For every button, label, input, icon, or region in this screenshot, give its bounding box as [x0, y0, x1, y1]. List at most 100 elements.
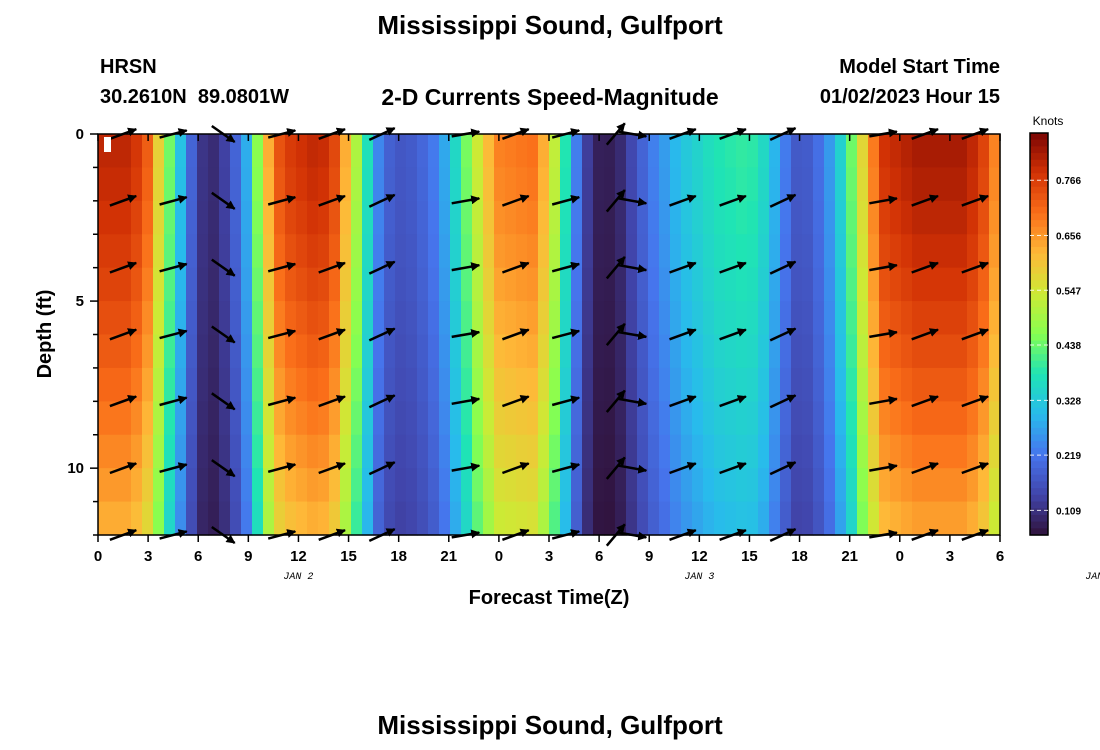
current-vector: [719, 461, 747, 475]
heatmap-cell: [648, 167, 660, 202]
heatmap-cell: [593, 267, 605, 302]
heatmap-cell: [670, 301, 682, 336]
colorbar-tick-label: 0.328: [1056, 396, 1081, 407]
heatmap-cell: [252, 134, 264, 169]
heatmap-cell: [351, 200, 363, 235]
heatmap-cell: [967, 200, 979, 235]
heatmap-cell: [384, 200, 396, 235]
heatmap-cell: [142, 234, 154, 269]
current-vector: [211, 459, 236, 478]
heatmap-cell: [153, 468, 165, 503]
heatmap-cell: [296, 401, 308, 436]
current-vector: [961, 461, 989, 475]
heatmap-cell: [417, 301, 429, 336]
heatmap-cell: [560, 401, 572, 436]
heatmap-cell: [483, 167, 495, 202]
heatmap-cell: [538, 434, 550, 469]
heatmap-cell: [857, 468, 869, 503]
heatmap-cell: [626, 367, 638, 402]
heatmap-cell: [186, 301, 198, 336]
heatmap-cell: [560, 501, 572, 536]
heatmap-cell: [813, 134, 825, 169]
heatmap-cell: [296, 234, 308, 269]
heatmap-cell: [296, 501, 308, 536]
heatmap-cell: [351, 401, 363, 436]
heatmap-cell: [109, 501, 121, 536]
heatmap-cell: [802, 434, 814, 469]
heatmap-cell: [219, 134, 231, 169]
heatmap-cell: [879, 468, 891, 503]
heatmap-cell: [780, 234, 792, 269]
model-start-label: Model Start Time: [839, 56, 1000, 78]
heatmap-cell: [571, 167, 583, 202]
heatmap-cell: [373, 200, 385, 235]
heatmap-cell: [142, 501, 154, 536]
heatmap-cell: [131, 167, 143, 202]
heatmap-cell: [890, 167, 902, 202]
heatmap-cell: [527, 234, 539, 269]
heatmap-cell: [780, 301, 792, 336]
heatmap-cell: [626, 167, 638, 202]
heatmap-cell: [681, 167, 693, 202]
colorbar-segment: [1030, 146, 1048, 154]
heatmap-cell: [109, 367, 121, 402]
heatmap-cell: [835, 167, 847, 202]
heatmap-cell: [439, 401, 451, 436]
heatmap-cell: [901, 501, 913, 536]
heatmap-cell: [967, 334, 979, 369]
heatmap-cell: [967, 434, 979, 469]
heatmap-cell: [384, 334, 396, 369]
heatmap-cell: [989, 501, 1001, 536]
heatmap-cell: [593, 334, 605, 369]
heatmap-cell: [769, 134, 781, 169]
heatmap-cell: [219, 167, 231, 202]
heatmap-cell: [285, 301, 297, 336]
heatmap-cell: [780, 367, 792, 402]
colorbar-segment: [1030, 173, 1048, 181]
heatmap-cell: [571, 468, 583, 503]
heatmap-cell: [868, 167, 880, 202]
heatmap-cell: [802, 301, 814, 336]
heatmap-cell: [252, 334, 264, 369]
heatmap-cell: [505, 167, 517, 202]
heatmap-cell: [637, 200, 649, 235]
heatmap-cell: [593, 501, 605, 536]
heatmap-cell: [274, 267, 286, 302]
heatmap-cell: [703, 367, 715, 402]
heatmap-cell: [989, 468, 1001, 503]
heatmap-cell: [516, 234, 528, 269]
heatmap-cell: [626, 267, 638, 302]
current-vector: [961, 261, 989, 274]
heatmap-cell: [417, 134, 429, 169]
heatmap-cell: [703, 434, 715, 469]
heatmap-cell: [241, 234, 253, 269]
heatmap-cell: [560, 234, 572, 269]
heatmap-cell: [406, 501, 418, 536]
current-vector: [911, 194, 939, 207]
heatmap-cell: [263, 167, 275, 202]
heatmap-cell: [956, 367, 968, 402]
heatmap-cell: [978, 167, 990, 202]
heatmap-cell: [692, 334, 704, 369]
heatmap-cell: [736, 334, 748, 369]
heatmap-cell: [516, 267, 528, 302]
heatmap-cell: [835, 367, 847, 402]
heatmap-cell: [604, 468, 616, 503]
heatmap-cell: [472, 401, 484, 436]
current-vector: [911, 328, 939, 341]
heatmap-cell: [197, 200, 209, 235]
current-vector: [669, 194, 697, 207]
heatmap-cell: [714, 434, 726, 469]
heatmap-cell: [516, 334, 528, 369]
heatmap-cell: [318, 334, 330, 369]
current-vector: [267, 395, 297, 407]
heatmap-cell: [494, 401, 506, 436]
heatmap-cell: [945, 401, 957, 436]
heatmap-cell: [274, 401, 286, 436]
heatmap-cell: [615, 134, 627, 169]
heatmap-cell: [802, 234, 814, 269]
current-vector: [618, 263, 648, 274]
heatmap-cell: [164, 134, 176, 169]
heatmap-cell: [593, 434, 605, 469]
heatmap-cell: [98, 234, 110, 269]
